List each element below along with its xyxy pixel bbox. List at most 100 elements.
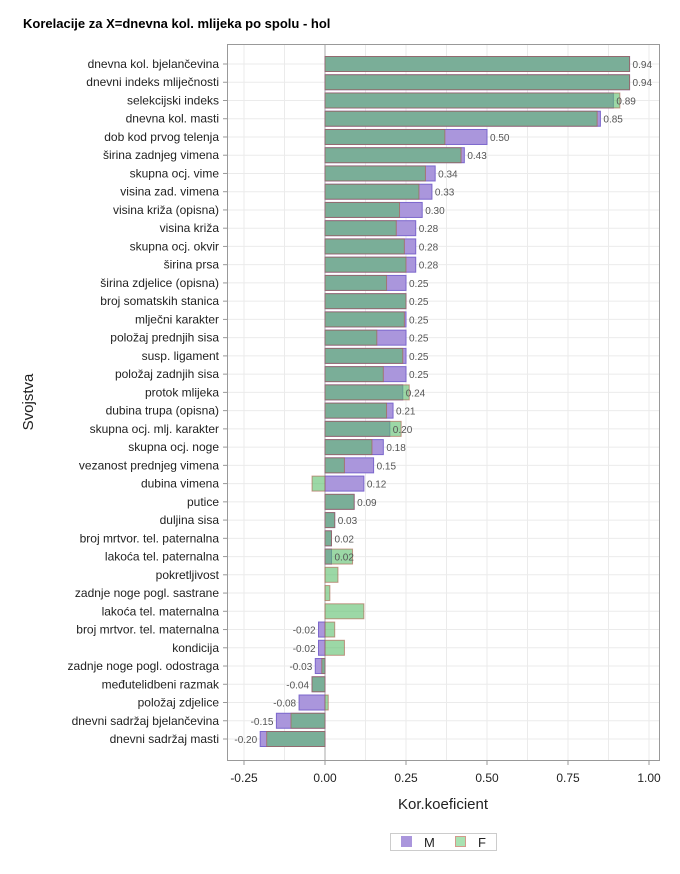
y-tick-label: selekcijski indeks: [127, 93, 219, 107]
data-label-m: -0.08: [273, 699, 296, 710]
bar-f: [324, 110, 598, 127]
y-tick-label: skupna ocj. mlj. karakter: [90, 422, 219, 436]
y-tick-label: širina zdjelice (opisna): [100, 276, 219, 290]
data-label-m: 0.94: [633, 60, 653, 71]
x-ticks: -0.25 0.00 0.25 0.50 0.75 1.00: [230, 760, 661, 785]
bar-f: [324, 238, 405, 255]
y-tick-label: skupna ocj. noge: [128, 440, 219, 454]
bar-f: [324, 128, 446, 145]
chart-title: Korelacije za X=dnevna kol. mlijeka po s…: [23, 16, 330, 31]
bar-f: [324, 639, 345, 656]
y-tick-label: dnevni indeks mliječnosti: [86, 75, 219, 89]
data-label-m: 0.25: [409, 352, 429, 363]
bar-f: [266, 731, 326, 747]
x-tick-label: 0.25: [394, 771, 418, 785]
bar-f: [324, 603, 365, 620]
data-label-m: 0.02: [334, 534, 354, 545]
y-tick-label: kondicija: [172, 641, 219, 655]
plot-frame: [227, 44, 660, 761]
y-axis-label: Svojstva: [20, 373, 37, 430]
y-tick-label: položaj zdjelice: [138, 696, 220, 710]
y-tick-label: putice: [187, 495, 219, 509]
data-label-m: 0.09: [357, 498, 377, 509]
data-label-m: -0.02: [293, 626, 316, 637]
bars: 0.94 0.94 0.89 0.85 0.500.43 0.34 0.33 0.30 0.28…: [234, 56, 653, 747]
y-tick-label: pokretljivost: [156, 568, 220, 582]
y-tick-label: zadnje noge pogl. odostraga: [68, 659, 220, 673]
bar-f: [324, 694, 329, 711]
y-tick-label: položaj prednjih sisa: [110, 331, 219, 345]
bar-m: [298, 694, 326, 711]
y-tick-label: visina zad. vimena: [120, 185, 219, 199]
grid: [228, 45, 659, 760]
bar-f: [324, 493, 355, 510]
y-tick-label: dubina trupa (opisna): [106, 404, 219, 418]
y-tick-label: međutelidbeni razmak: [102, 677, 220, 691]
bar-f: [324, 512, 336, 529]
bar-f: [324, 274, 388, 291]
bar-f: [324, 311, 405, 328]
y-tick-label: dnevna kol. masti: [126, 112, 219, 126]
data-label-m: 0.21: [396, 407, 416, 418]
bar-f: [324, 293, 407, 310]
data-label-m: 0.89: [616, 96, 636, 107]
y-tick-label: skupna ocj. vime: [130, 166, 220, 180]
data-label-m: -0.02: [293, 644, 316, 655]
data-label-m: 0.28: [419, 242, 439, 253]
y-tick-label: susp. ligament: [142, 349, 220, 363]
data-label-m: 0.15: [377, 461, 397, 472]
data-label-m: -0.15: [251, 717, 274, 728]
bar-f: [324, 201, 401, 218]
legend-swatch-f: [455, 836, 466, 847]
data-label-m: 0.43: [467, 151, 487, 162]
bar-f: [324, 402, 388, 419]
y-tick-label: vezanost prednjeg vimena: [79, 458, 219, 472]
data-label-m: 0.28: [419, 261, 439, 272]
y-tick-label: položaj zadnjih sisa: [115, 367, 219, 381]
data-label-m: 0.20: [393, 425, 413, 436]
data-label-m: 0.25: [409, 334, 429, 345]
bar-f: [311, 475, 326, 492]
legend-box: [390, 833, 497, 851]
data-label-m: 0.02: [334, 553, 354, 564]
bar-f: [321, 658, 326, 675]
x-tick-label: -0.25: [230, 771, 258, 785]
y-tick-label: dubina vimena: [141, 477, 219, 491]
bar-f: [324, 621, 336, 638]
y-tick-label: dnevni sadržaj masti: [110, 732, 219, 746]
bar-m: [318, 639, 326, 656]
data-label-m: 0.94: [633, 78, 653, 89]
y-tick-label: dnevni sadržaj bjelančevina: [72, 714, 220, 728]
y-tick-label: lakoća tel. paternalna: [105, 550, 219, 564]
data-label-m: 0.85: [603, 115, 623, 126]
y-tick-label: širina zadnjeg vimena: [103, 148, 219, 162]
data-label-m: 0.25: [409, 297, 429, 308]
y-tick-label: duljina sisa: [160, 513, 220, 527]
data-label-m: 0.03: [338, 516, 358, 527]
legend-label-f: F: [478, 835, 486, 850]
bar-f: [311, 676, 326, 693]
data-label-m: -0.04: [286, 680, 309, 691]
y-tick-label: dnevna kol. bjelančevina: [88, 57, 220, 71]
data-label-m: 0.12: [367, 480, 387, 491]
bar-f: [324, 183, 420, 200]
bar-f: [324, 92, 621, 109]
bar-f: [324, 256, 407, 273]
y-tick-label: visina križa: [160, 221, 220, 235]
bar-f: [290, 712, 326, 729]
y-tick-labels: dnevna kol. bjelančevina dnevni indeks ml…: [68, 57, 227, 746]
y-tick-label: zadnje noge pogl. sastrane: [75, 586, 219, 600]
y-tick-label: mlječni karakter: [135, 312, 219, 326]
y-tick-label: lakoća tel. maternalna: [102, 604, 220, 618]
data-label-m: 0.30: [425, 206, 445, 217]
bar-f: [324, 566, 339, 583]
y-tick-label: skupna ocj. okvir: [130, 239, 219, 253]
bar-f: [324, 366, 384, 383]
data-label-m: 0.25: [409, 315, 429, 326]
bar-f: [324, 74, 631, 91]
bar-f: [324, 457, 345, 474]
legend: M F: [390, 833, 497, 851]
x-tick-label: 0.00: [313, 771, 337, 785]
y-tick-label: visina križa (opisna): [113, 203, 219, 217]
bar-f: [324, 165, 426, 182]
